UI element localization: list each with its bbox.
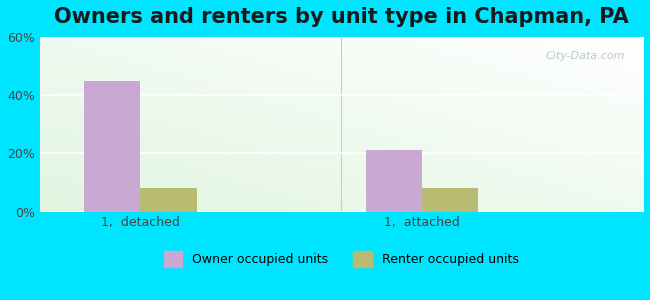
Bar: [84, 80, 140, 212]
Bar: [365, 150, 422, 212]
Bar: [140, 188, 196, 211]
Title: Owners and renters by unit type in Chapman, PA: Owners and renters by unit type in Chapm…: [54, 7, 629, 27]
Text: City-Data.com: City-Data.com: [545, 51, 625, 61]
Bar: [422, 188, 478, 211]
Legend: Owner occupied units, Renter occupied units: Owner occupied units, Renter occupied un…: [159, 246, 524, 272]
